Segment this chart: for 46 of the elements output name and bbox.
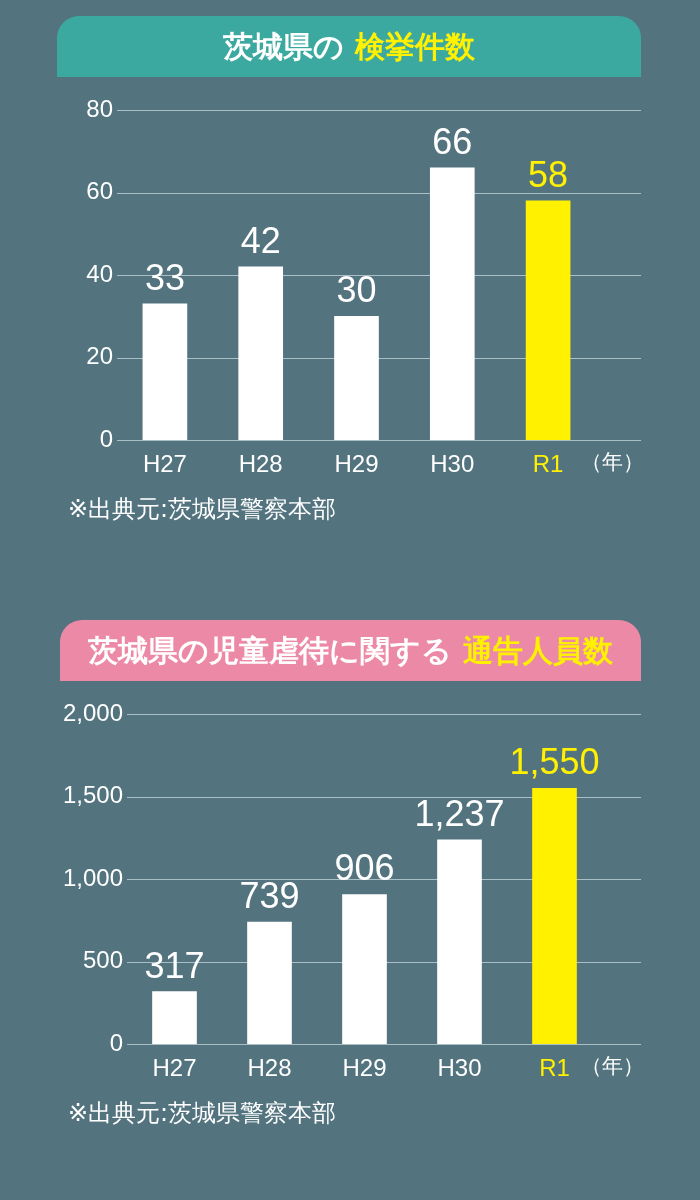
data-label: 30: [336, 269, 377, 311]
x-tick-label: H28: [238, 450, 283, 478]
y-tick-label: 0: [99, 424, 113, 452]
y-tick-label: 500: [82, 946, 123, 974]
bar: [247, 921, 292, 1044]
data-label: 33: [144, 256, 185, 298]
x-tick-label: H30: [437, 1054, 482, 1082]
bar: [238, 266, 284, 440]
chart-title: 茨城県の 検挙件数: [223, 29, 475, 64]
y-tick-label: 1,000: [62, 863, 123, 891]
bar: [142, 303, 188, 440]
data-label: 317: [144, 944, 205, 986]
y-tick-label: 60: [86, 177, 113, 205]
y-tick-label: 2,000: [62, 698, 123, 726]
bar: [342, 894, 387, 1044]
y-tick-label: 20: [86, 342, 113, 370]
data-label: 1,550: [509, 741, 600, 783]
chart-title: 茨城県の児童虐待に関する 通告人員数: [88, 633, 613, 668]
bar: [429, 167, 475, 440]
bar: [334, 315, 379, 440]
x-tick-label: R1: [532, 450, 564, 478]
x-tick-label: R1: [539, 1054, 570, 1082]
x-tick-label: H29: [334, 450, 379, 478]
data-label: 739: [239, 874, 300, 916]
x-axis-title: （年）: [580, 1054, 644, 1079]
x-tick-label: H27: [142, 450, 187, 478]
text: ※出典元:茨城県警察本部: [68, 494, 337, 524]
text: ※出典元:茨城県警察本部: [68, 1098, 337, 1128]
data-label: 66: [432, 120, 473, 162]
x-axis-title: （年）: [580, 450, 644, 475]
x-tick-label: H28: [247, 1054, 292, 1082]
bar: [532, 787, 577, 1044]
data-label: 1,237: [414, 792, 505, 834]
data-label: 58: [528, 153, 569, 195]
x-tick-label: H29: [342, 1054, 387, 1082]
data-label: 42: [240, 219, 281, 261]
y-tick-label: 0: [109, 1028, 123, 1056]
data-label: 906: [334, 847, 395, 889]
bar: [437, 839, 482, 1044]
x-tick-label: H30: [430, 450, 475, 478]
y-tick-label: 1,500: [62, 781, 123, 809]
y-tick-label: 80: [86, 94, 113, 122]
x-tick-label: H27: [152, 1054, 197, 1082]
bar: [525, 200, 571, 440]
bar: [152, 991, 197, 1044]
y-tick-label: 40: [86, 259, 113, 287]
